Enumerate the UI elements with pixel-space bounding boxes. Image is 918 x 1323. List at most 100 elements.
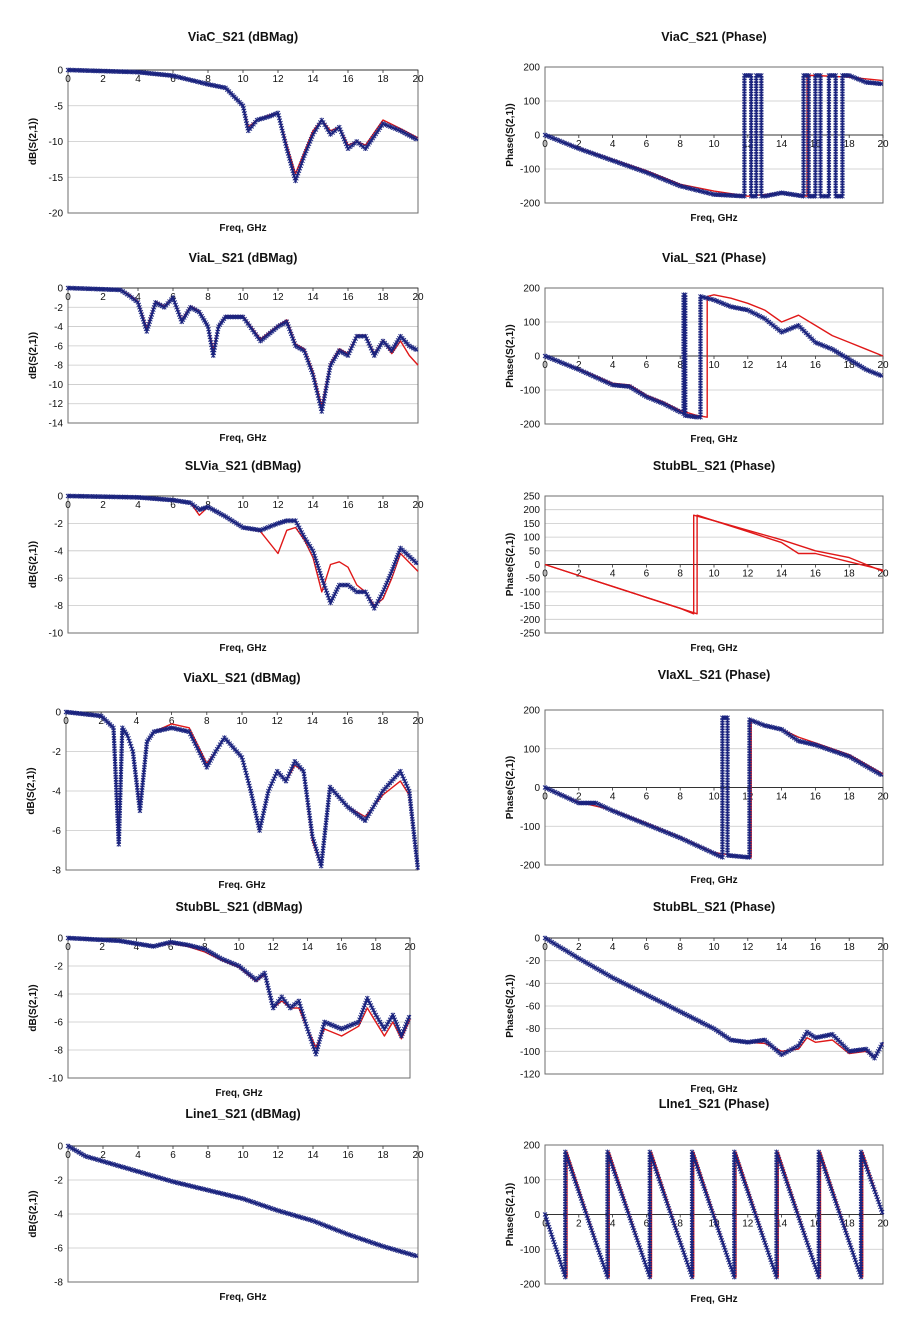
data-point-marker bbox=[670, 180, 676, 186]
data-point-marker bbox=[552, 357, 557, 363]
y-tick-label: 200 bbox=[523, 284, 540, 295]
data-point-marker bbox=[648, 396, 654, 402]
data-point-marker bbox=[759, 193, 764, 199]
data-point-marker bbox=[341, 350, 346, 356]
x-tick-label: 10 bbox=[233, 942, 245, 953]
y-tick-label: -8 bbox=[54, 1046, 63, 1057]
y-tick-label: -100 bbox=[520, 1047, 540, 1058]
x-tick-label: 16 bbox=[810, 792, 822, 803]
y-tick-label: -20 bbox=[49, 209, 64, 220]
x-tick-label: 12 bbox=[272, 74, 284, 85]
y-axis-label: Phase(S(2,1)) bbox=[505, 533, 516, 596]
series-line-measured bbox=[67, 937, 411, 1055]
chart-title: Line1_S21 (dBMag) bbox=[185, 1107, 300, 1121]
chart-title: VIaXL_S21 (Phase) bbox=[658, 668, 771, 682]
y-tick-label: -10 bbox=[49, 137, 64, 148]
data-point-marker bbox=[277, 322, 283, 328]
x-tick-label: 10 bbox=[708, 360, 720, 371]
data-point-marker bbox=[656, 399, 661, 405]
x-tick-label: 12 bbox=[742, 360, 754, 371]
data-point-marker bbox=[409, 344, 414, 350]
x-axis-label: Freq, GHz bbox=[690, 1084, 737, 1095]
data-point-marker bbox=[395, 127, 401, 133]
y-tick-label: 0 bbox=[534, 934, 540, 945]
series-line-simulated bbox=[544, 937, 884, 1058]
y-axis-label: Phase(S(2,1)) bbox=[505, 1183, 516, 1246]
x-tick-label: 10 bbox=[708, 569, 720, 580]
y-tick-label: -100 bbox=[520, 386, 540, 397]
x-tick-label: 12 bbox=[742, 942, 754, 953]
x-tick-label: 10 bbox=[237, 1150, 249, 1161]
data-point-marker bbox=[878, 81, 883, 87]
y-tick-label: 0 bbox=[57, 66, 63, 77]
chart-stubbl-mag: StubBL_S21 (dBMag)0 2 4 6 8 10 12 14 16 18 200-2-4… bbox=[28, 900, 416, 1099]
data-point-marker bbox=[856, 76, 862, 82]
y-tick-label: -2 bbox=[54, 303, 63, 314]
x-tick-label: 12 bbox=[272, 292, 284, 303]
x-tick-label: 20 bbox=[412, 292, 424, 303]
data-point-marker bbox=[660, 401, 666, 406]
data-point-marker bbox=[557, 138, 562, 144]
series-line-simulated bbox=[67, 287, 419, 408]
chart-title: StubBL_S21 (Phase) bbox=[653, 459, 775, 473]
x-tick-label: 4 bbox=[134, 716, 140, 727]
x-tick-label: 20 bbox=[412, 716, 424, 727]
y-axis-label: dB(S(2,1)) bbox=[28, 332, 39, 379]
data-point-marker bbox=[190, 306, 196, 311]
y-tick-label: -5 bbox=[54, 101, 63, 112]
y-axis-label: dB(S(2,1)) bbox=[28, 118, 39, 165]
data-point-marker bbox=[293, 343, 298, 349]
data-point-marker bbox=[600, 378, 606, 383]
plot-frame bbox=[67, 937, 411, 1079]
x-tick-label: 8 bbox=[205, 1150, 211, 1161]
x-tick-label: 0 bbox=[65, 74, 71, 85]
data-point-marker bbox=[554, 137, 560, 143]
data-point-marker bbox=[554, 358, 560, 364]
y-tick-label: -100 bbox=[520, 822, 540, 833]
y-tick-label: -200 bbox=[520, 615, 540, 626]
data-point-marker bbox=[851, 75, 857, 80]
data-point-marker bbox=[658, 400, 664, 406]
data-point-marker bbox=[388, 124, 393, 130]
x-tick-label: 16 bbox=[342, 1150, 354, 1161]
x-tick-label: 16 bbox=[810, 569, 822, 580]
x-tick-label: 20 bbox=[877, 942, 889, 953]
y-tick-label: -10 bbox=[49, 380, 64, 391]
x-tick-label: 2 bbox=[100, 74, 106, 85]
y-tick-label: 100 bbox=[523, 318, 540, 329]
data-point-marker bbox=[390, 125, 396, 131]
x-tick-label: 14 bbox=[302, 942, 314, 953]
y-tick-label: -200 bbox=[520, 199, 540, 210]
data-point-marker bbox=[569, 364, 574, 370]
data-point-marker bbox=[157, 302, 163, 308]
chart-title: ViaC_S21 (Phase) bbox=[661, 30, 766, 44]
x-tick-label: 14 bbox=[776, 792, 788, 803]
data-point-marker bbox=[663, 177, 669, 183]
y-tick-label: -6 bbox=[54, 341, 63, 352]
x-tick-label: 14 bbox=[776, 360, 788, 371]
data-point-marker bbox=[574, 366, 579, 372]
x-tick-label: 20 bbox=[404, 942, 416, 953]
y-tick-label: -100 bbox=[520, 1245, 540, 1256]
data-point-marker bbox=[590, 373, 596, 379]
data-point-marker bbox=[124, 291, 130, 297]
chart-viac-mag: ViaC_S21 (dBMag) 0 2 4 6 8 10 12 14 16 18 20 0 -5 -10 -… bbox=[28, 30, 424, 234]
x-tick-label: 10 bbox=[237, 292, 249, 303]
data-point-marker bbox=[343, 351, 349, 357]
data-point-marker bbox=[854, 76, 859, 81]
y-axis-label: Phase(S(2,1)) bbox=[505, 756, 516, 819]
data-point-marker bbox=[675, 182, 681, 188]
data-point-marker bbox=[675, 408, 681, 414]
data-point-marker bbox=[295, 344, 301, 350]
y-tick-label: -40 bbox=[526, 979, 541, 990]
chart-stubbl-phase-top: StubBL_S21 (Phase)0 2 4 6 8 10 12 14 16 18 2025020… bbox=[505, 459, 889, 654]
x-axis-label: Freq, GHz bbox=[219, 223, 266, 234]
x-tick-label: 18 bbox=[844, 360, 856, 371]
data-point-marker bbox=[402, 130, 408, 136]
x-tick-label: 8 bbox=[677, 139, 683, 150]
data-point-marker bbox=[593, 374, 599, 380]
y-tick-label: 0 bbox=[55, 708, 61, 719]
y-tick-label: -14 bbox=[49, 419, 64, 430]
plot-frame bbox=[67, 287, 419, 424]
y-tick-label: -4 bbox=[54, 1210, 63, 1221]
